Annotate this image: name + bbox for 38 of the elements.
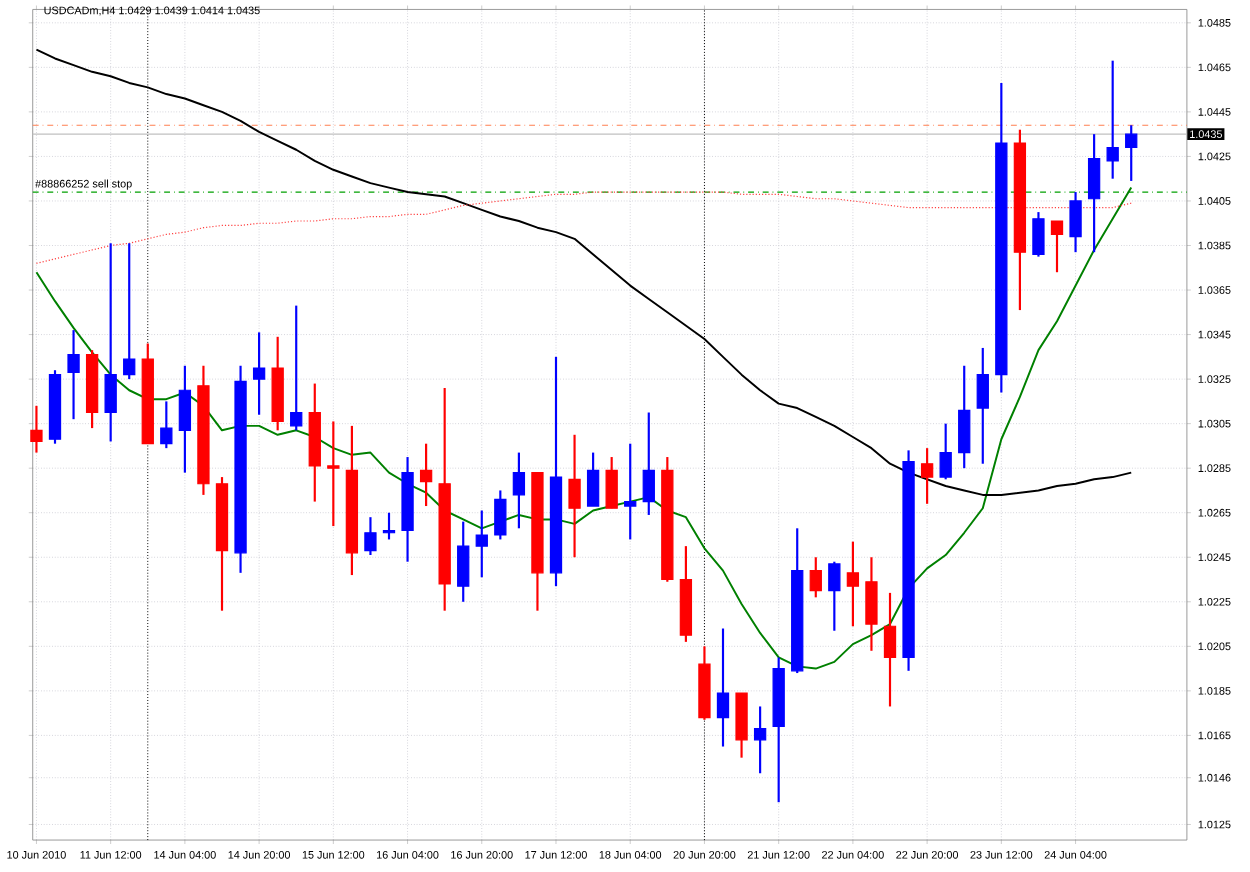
candlestick [605, 456, 618, 510]
candlestick [753, 705, 767, 775]
candlestick [568, 433, 581, 559]
candlestick [1032, 211, 1045, 258]
candlestick [1069, 191, 1082, 254]
candlestick [475, 509, 488, 579]
candlestick [828, 560, 841, 633]
candlestick [735, 692, 748, 759]
candlestick [252, 331, 266, 417]
candlestick [364, 516, 377, 557]
candlestick [716, 627, 730, 748]
candlestick [846, 540, 860, 628]
candlestick [939, 422, 952, 481]
candlestick [104, 242, 117, 443]
candlestick [30, 404, 43, 454]
candlestick [920, 447, 934, 506]
candlestick [958, 364, 971, 470]
candlestick [419, 442, 433, 508]
candlestick [624, 442, 637, 541]
candlestick [883, 591, 897, 708]
candlestick [494, 489, 507, 541]
candlestick [586, 451, 600, 508]
candlestick [327, 420, 340, 528]
candlestick [809, 556, 822, 599]
candlestick [512, 451, 526, 530]
candlestick [642, 411, 655, 517]
candlestick [1125, 124, 1138, 183]
candlestick [1050, 220, 1064, 274]
candlestick [976, 347, 989, 466]
candlestick [67, 329, 80, 421]
candlestick [160, 400, 173, 450]
candlestick [1106, 59, 1119, 180]
candlestick [865, 556, 878, 653]
candlestick [178, 364, 192, 474]
candlestick [457, 520, 470, 604]
candlestick [290, 304, 303, 432]
candlestick [1087, 133, 1101, 254]
candlestick [123, 242, 136, 381]
